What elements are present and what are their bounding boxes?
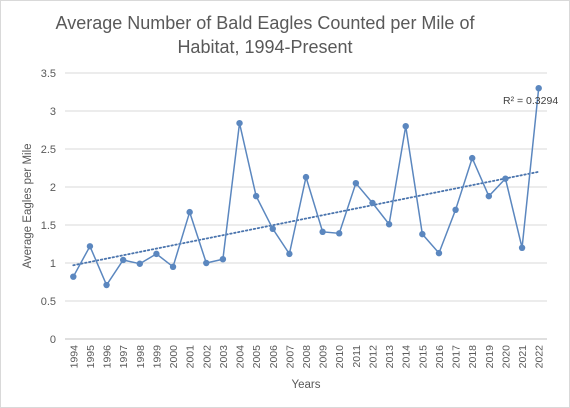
x-tick-label: 2009 [318,345,330,369]
data-point [236,119,243,127]
y-tick-label: 1 [50,258,56,270]
x-tick-label: 2002 [201,345,213,369]
x-tick-label: 1994 [68,345,80,369]
data-point [336,230,343,237]
y-tick-label: 2 [50,182,56,194]
x-tick-label: 2008 [301,345,313,369]
data-point [219,256,227,263]
trendline [72,170,540,267]
x-tick-label: 1997 [118,345,130,369]
x-tick-label: 2015 [417,345,429,369]
y-axis-title: Average Eagles per Mile [22,143,34,268]
x-tick-label: 2018 [467,345,479,369]
data-point [502,175,509,182]
data-point [153,250,160,258]
x-tick-label: 2020 [500,345,512,369]
data-point [252,192,260,200]
y-tick-label: 3 [50,106,56,118]
data-point [286,250,293,258]
data-point [435,249,443,257]
y-tick-label: 0 [50,334,56,346]
chart-title-line-1: Average Number of Bald Eagles Counted pe… [55,13,475,33]
x-tick-label: 2013 [384,345,396,369]
x-tick-label: 2001 [185,345,197,369]
data-point [103,281,110,289]
data-point [452,206,459,213]
x-tick-label: 2014 [401,345,413,369]
x-tick-label: 2007 [284,345,296,369]
y-tick-label: 1.5 [41,220,56,232]
data-point [485,192,493,200]
r-squared-label: R² = 0.3294 [503,95,558,107]
data-point [269,225,276,232]
x-tick-label: 1996 [102,345,114,369]
x-tick-label: 2019 [484,345,496,369]
x-tick-label: 2016 [434,345,446,369]
x-tick-label: 2010 [334,345,346,369]
x-tick-label: 2017 [451,345,463,369]
data-point [319,228,326,236]
data-point [385,221,393,228]
data-point [535,85,542,92]
x-axis-title: Years [292,379,321,391]
y-tick-label: 3.5 [41,68,56,80]
data-point [186,208,193,216]
chart-title-line-2: Habitat, 1994-Present [177,37,353,57]
data-point [86,243,94,250]
x-tick-label: 2012 [367,345,379,369]
data-point [419,230,426,238]
x-tick-label: 2011 [351,345,363,368]
data-point [203,259,210,267]
x-tick-label: 1999 [151,345,163,369]
x-tick-label: 1998 [135,345,147,369]
x-tick-label: 2022 [534,345,546,369]
x-tick-label: 2003 [218,345,230,369]
x-tick-label: 2005 [251,345,263,369]
data-point [136,260,143,267]
y-tick-label: 2.5 [41,144,56,156]
data-point [70,273,77,280]
x-tick-label: 2021 [517,345,529,369]
data-point [369,199,376,207]
data-point [518,244,526,251]
data-point [402,123,409,130]
data-point [352,180,360,187]
data-point [469,154,476,162]
x-tick-label: 2006 [268,345,280,369]
data-point [119,256,127,264]
chart-title: Average Number of Bald Eagles Counted pe… [1,11,529,59]
x-tick-label: 2000 [168,345,180,369]
x-tick-label: 1995 [85,345,97,369]
x-tick-label: 2004 [235,345,247,369]
data-point [302,173,310,181]
data-point [169,263,177,270]
y-tick-label: 0.5 [41,296,56,308]
